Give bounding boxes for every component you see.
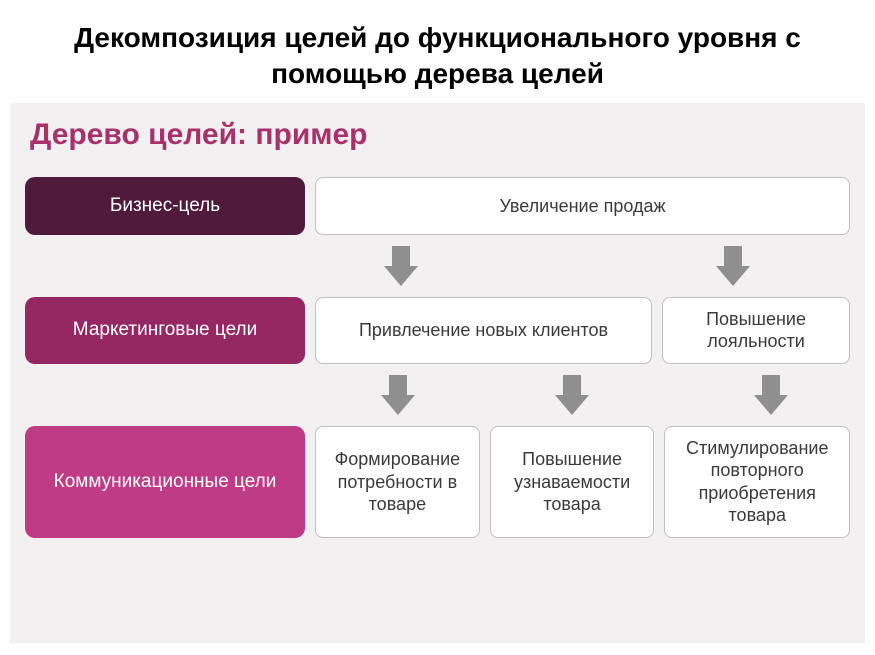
content-marketing-goals: Привлечение новых клиентов Повышение лоя… [315,297,850,364]
diagram-subtitle: Дерево целей: пример [25,118,850,152]
arrows-row-2 [315,372,850,418]
row-marketing-goals: Маркетинговые цели Привлечение новых кли… [25,297,850,364]
down-arrow-icon [555,375,589,415]
box-increase-loyalty: Повышение лояльности [662,297,850,364]
row-business-goal: Бизнес-цель Увеличение продаж [25,177,850,235]
content-business-goal: Увеличение продаж [315,177,850,235]
down-arrow-icon [381,375,415,415]
arrow-cell [481,372,663,418]
down-arrow-icon [384,246,418,286]
box-increase-sales: Увеличение продаж [315,177,850,235]
arrow-cell [663,372,850,418]
diagram-panel: Дерево целей: пример Бизнес-цель Увеличе… [10,103,865,643]
arrow-cell [315,372,481,418]
box-stimulate-repurchase: Стимулирование повторного приобретения т… [664,426,850,538]
label-business-goal: Бизнес-цель [25,177,305,235]
page-title: Декомпозиция целей до функционального ур… [0,0,875,103]
box-attract-clients: Привлечение новых клиентов [315,297,652,364]
arrow-cell [315,243,486,289]
label-communication-goals: Коммуникационные цели [25,426,305,538]
row-communication-goals: Коммуникационные цели Формирование потре… [25,426,850,538]
down-arrow-icon [754,375,788,415]
content-communication-goals: Формирование потребности в товаре Повыше… [315,426,850,538]
box-form-demand: Формирование потребности в товаре [315,426,480,538]
arrow-cell [486,243,850,289]
down-arrow-icon [716,246,750,286]
box-increase-awareness: Повышение узнаваемости товара [490,426,655,538]
label-marketing-goals: Маркетинговые цели [25,297,305,364]
arrows-row-1 [315,243,850,289]
